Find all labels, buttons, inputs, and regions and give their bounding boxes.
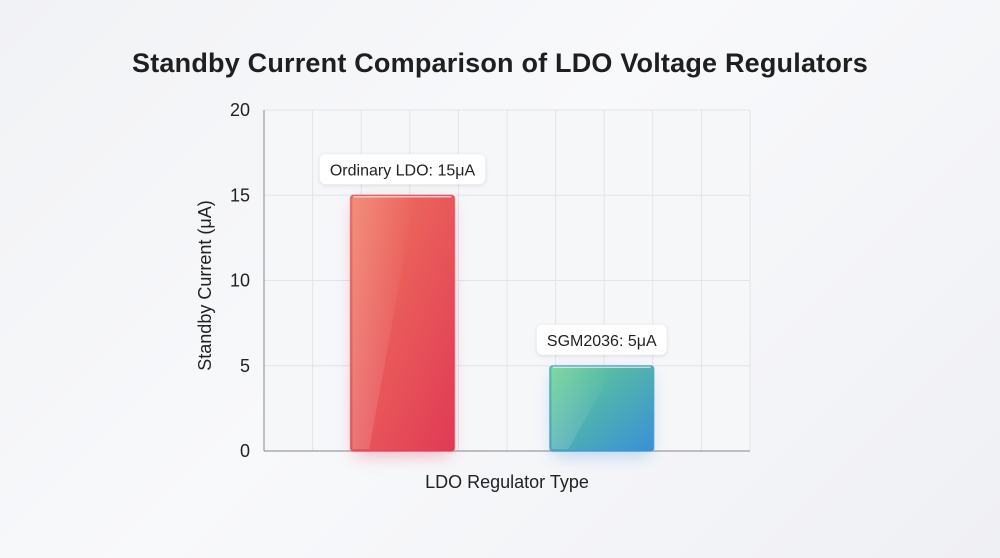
data-label: SGM2036: 5μA [536,324,667,355]
y-tick-label: 20 [230,100,250,120]
y-tick-label: 5 [240,356,250,376]
data-label-text: SGM2036: 5μA [547,333,657,350]
data-label-text: Ordinary LDO: 15μA [330,162,476,179]
y-tick-label: 10 [230,271,250,291]
chart-title: Standby Current Comparison of LDO Voltag… [132,48,868,78]
bar-gloss [352,197,415,449]
data-label: Ordinary LDO: 15μA [319,154,486,185]
data-label-box [319,154,486,185]
y-axis-label: Standby Current (μA) [195,200,215,370]
y-tick-label: 0 [240,441,250,461]
bar-gloss [551,367,615,449]
x-axis-label: LDO Regulator Type [425,472,589,492]
data-label-box [536,324,667,355]
y-tick-label: 15 [230,185,250,205]
